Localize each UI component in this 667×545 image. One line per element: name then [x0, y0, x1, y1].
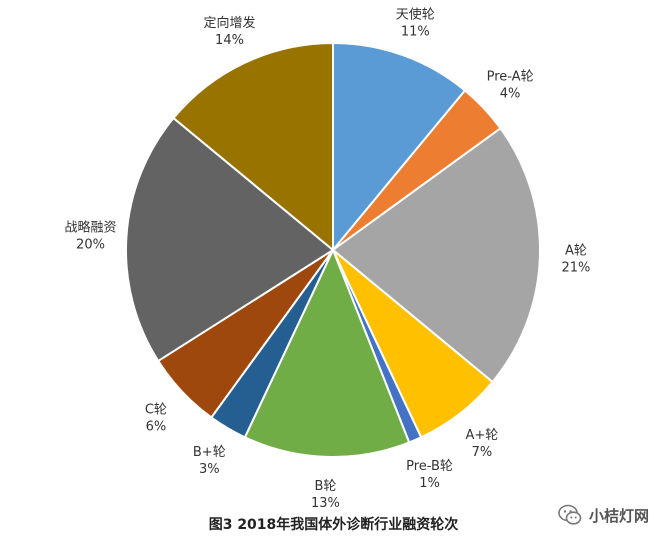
pie-slice-label: B+轮 3%: [193, 445, 226, 477]
pie-slice: [124, 116, 335, 363]
wechat-icon: [558, 504, 582, 525]
pie-slice: [331, 126, 542, 384]
pie-slice: [172, 41, 334, 253]
pie-slice-label: 天使轮 11%: [396, 6, 435, 39]
watermark-text: 小桔灯网: [588, 506, 649, 525]
pie-slice: [243, 247, 411, 458]
pie-slice-label: 定向增发 14%: [203, 15, 255, 48]
pie-slice-label: A轮 21%: [561, 244, 590, 276]
figure-caption: 图3 2018年我国体外诊断行业融资轮次: [208, 517, 459, 533]
pie-slice-label: 战略融资 20%: [64, 220, 116, 253]
pie-slice-label: Pre-A轮 4%: [487, 70, 534, 102]
pie-labels: 天使轮 11% Pre-A轮 4% A轮 21% A+轮 7% Pre-B轮 1% B轮 13% B+轮…: [64, 6, 590, 511]
pie-slice-label: B轮 13%: [311, 479, 340, 511]
watermark: 小桔灯网: [557, 502, 649, 528]
pie-slice: [332, 41, 467, 253]
pie-slice-label: A+轮 7%: [466, 428, 499, 460]
pie-slice-label: Pre-B轮 1%: [406, 459, 453, 491]
pie-slices: [124, 41, 542, 458]
pie-slice-label: C轮 6%: [145, 402, 167, 434]
